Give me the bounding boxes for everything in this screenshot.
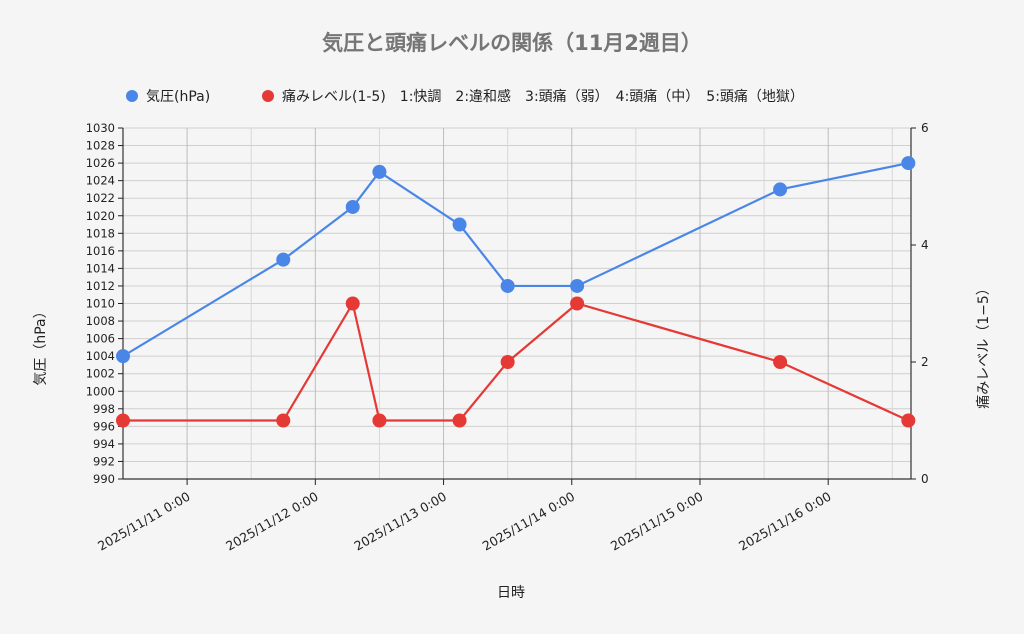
right-tick-label: 0 xyxy=(921,472,929,486)
data-point-pain-level xyxy=(901,413,916,428)
left-tick-label: 1004 xyxy=(86,349,115,363)
left-tick-label: 1022 xyxy=(86,191,115,205)
data-point-pressure xyxy=(276,252,291,267)
y-right-axis-title: 痛みレベル（1−5） xyxy=(975,281,992,409)
right-axis-ticks: 0 2 4 6 xyxy=(911,121,929,486)
left-tick-label: 1018 xyxy=(86,226,115,240)
data-point-pressure xyxy=(773,182,788,197)
data-point-pain-level xyxy=(276,413,291,428)
right-tick-label: 6 xyxy=(921,121,929,135)
left-tick-label: 1012 xyxy=(86,279,115,293)
right-tick-label: 2 xyxy=(921,355,929,369)
data-point-pain-level xyxy=(452,413,467,428)
left-tick-label: 1026 xyxy=(86,156,115,170)
legend: 気圧(hPa) 痛みレベル(1-5) 1:快調 2:違和感 3:頭痛（弱） 4:… xyxy=(126,88,804,105)
left-tick-label: 1020 xyxy=(86,209,115,223)
data-point-pain-level xyxy=(116,413,130,428)
left-tick-label: 1000 xyxy=(86,384,115,398)
left-tick-label: 1030 xyxy=(86,121,115,135)
legend-marker-pain-level xyxy=(262,90,274,102)
data-point-pressure xyxy=(345,199,360,214)
data-point-pressure xyxy=(500,278,515,293)
data-point-pressure xyxy=(901,156,916,171)
data-point-pressure xyxy=(570,278,585,293)
grid-lines xyxy=(122,127,911,480)
data-point-pain-level xyxy=(500,355,515,369)
data-point-pain-level xyxy=(773,355,788,369)
left-tick-label: 994 xyxy=(93,437,115,451)
left-tick-label: 1016 xyxy=(86,244,115,258)
left-tick-label: 996 xyxy=(93,419,115,433)
legend-marker-pressure xyxy=(126,90,138,102)
left-tick-label: 992 xyxy=(93,454,115,468)
data-point-pressure xyxy=(452,217,467,232)
left-tick-label: 1010 xyxy=(86,297,115,311)
left-tick-label: 1008 xyxy=(86,314,115,328)
chart-title: 気圧と頭痛レベルの関係（11月2週目） xyxy=(322,31,702,55)
series-layer xyxy=(116,156,916,428)
left-tick-label: 990 xyxy=(93,472,115,486)
data-point-pain-level xyxy=(345,296,360,311)
left-tick-label: 998 xyxy=(93,402,115,416)
left-axis-ticks: 990 992 994 996 998 1000 1002 1004 1006 1008 1010 1… xyxy=(86,121,123,486)
left-tick-label: 1028 xyxy=(86,139,115,153)
y-left-axis-title: 気圧（hPa） xyxy=(33,304,49,385)
data-point-pressure xyxy=(116,349,130,364)
left-tick-label: 1006 xyxy=(86,332,115,346)
data-point-pressure xyxy=(372,164,387,179)
left-tick-label: 1024 xyxy=(86,174,115,188)
legend-label-pressure: 気圧(hPa) xyxy=(146,89,210,105)
legend-label-pain-level: 痛みレベル(1-5) 1:快調 2:違和感 3:頭痛（弱） 4:頭痛（中） 5:… xyxy=(282,88,804,105)
left-tick-label: 1014 xyxy=(86,261,115,275)
data-point-pain-level xyxy=(570,296,585,311)
x-axis-title: 日時 xyxy=(497,585,525,601)
data-point-pain-level xyxy=(372,413,387,428)
right-tick-label: 4 xyxy=(921,238,929,252)
left-tick-label: 1002 xyxy=(86,367,115,381)
